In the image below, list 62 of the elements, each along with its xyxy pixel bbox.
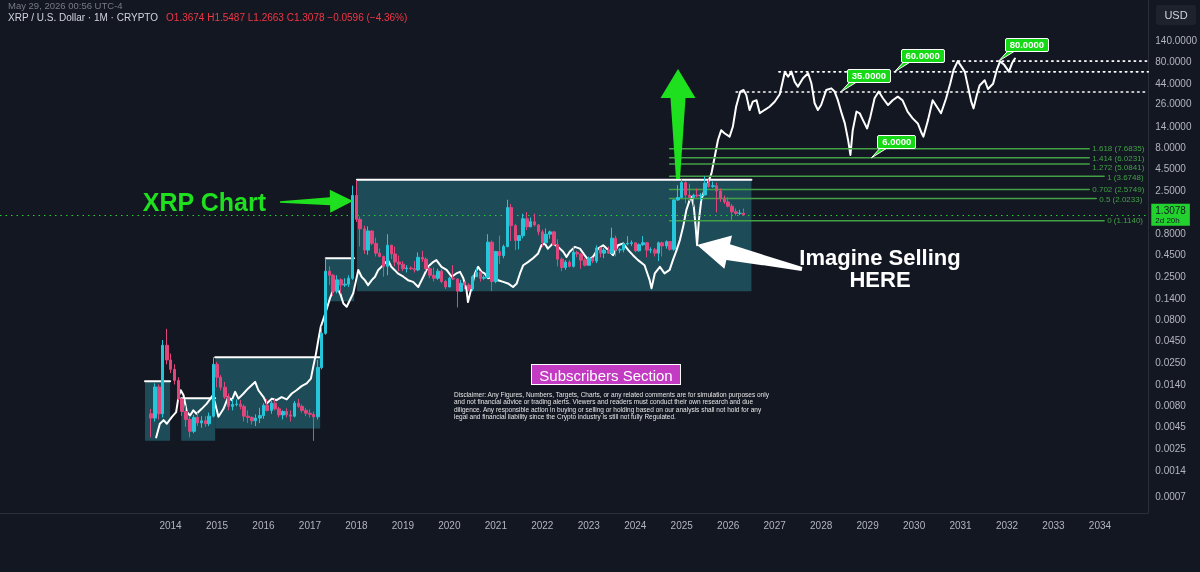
y-tick-label: 4.5000 (1155, 163, 1187, 175)
x-tick-label: 2026 (717, 519, 740, 531)
x-tick-label: 2020 (438, 519, 461, 531)
text: O1.3674 H1.5487 L1.2663 C1.3078 −0.0596 (−4.36%) (166, 12, 408, 23)
y-tick-label: 0.0045 (1155, 421, 1187, 433)
x-tick-label: 2029 (856, 519, 880, 531)
ref-line-label: 1.3078 (1155, 204, 1187, 216)
y-tick-label: 0.0450 (1155, 335, 1187, 347)
y-tick-label: 2.5000 (1155, 185, 1187, 197)
x-tick-label: 2022 (531, 519, 554, 531)
annotation: Subscribers Section (531, 364, 681, 385)
y-tick-label: 0.0800 (1155, 313, 1187, 325)
x-tick-label: 2023 (577, 519, 601, 531)
y-tick-label: 80.0000 (1155, 55, 1192, 67)
x-tick-label: 2016 (252, 519, 276, 531)
x-tick-label: 2019 (391, 519, 415, 531)
series-label: 1.618 (7.6835) (1092, 144, 1145, 154)
series-label: 0 (1.1140) (1107, 216, 1144, 226)
text: 2d 20h (1155, 215, 1180, 225)
x-tick-label: 2033 (1042, 519, 1066, 531)
series-label: 1.414 (6.0231) (1092, 153, 1145, 163)
y-tick-label: 0.4500 (1155, 249, 1187, 261)
x-tick-label: 2032 (995, 519, 1019, 531)
x-tick-label: 2014 (159, 519, 183, 531)
y-tick-label: 8.0000 (1155, 141, 1187, 153)
y-tick-label: 0.8000 (1155, 227, 1187, 239)
x-tick-label: 2024 (624, 519, 647, 531)
x-tick-label: 2015 (205, 519, 229, 531)
x-tick-label: 2017 (298, 519, 322, 531)
annotation: 6.0000 (877, 134, 917, 149)
x-tick-label: 2028 (810, 519, 833, 531)
y-tick-label: 26.0000 (1155, 97, 1192, 109)
annotation: May 29, 2026 00:56 UTC-4 (8, 0, 123, 11)
y-tick-label: 44.0000 (1155, 77, 1192, 89)
y-tick-label: 0.1400 (1155, 292, 1187, 304)
y-tick-label: 140.0000 (1155, 34, 1198, 46)
annotation: Imagine Selling HERE (798, 245, 962, 292)
y-axis-title: USD (1156, 5, 1196, 25)
x-tick-label: 2034 (1088, 519, 1112, 531)
annotation: XRP Chart (142, 187, 266, 218)
y-tick-label: 14.0000 (1155, 120, 1192, 132)
annotation: 80.0000 (1004, 38, 1049, 53)
x-tick-label: 2025 (670, 519, 694, 531)
x-tick-label: 2031 (949, 519, 973, 531)
text: XRP / U.S. Dollar · 1M · CRYPTO (8, 12, 159, 23)
y-tick-label: 0.2500 (1155, 271, 1187, 283)
y-tick-label: 0.0007 (1155, 490, 1187, 502)
series-label: 1.272 (5.0841) (1092, 163, 1145, 173)
series-label: 0.702 (2.5749) (1092, 185, 1145, 195)
y-tick-label: 0.0080 (1155, 399, 1187, 411)
y-tick-label: 0.0025 (1155, 443, 1187, 455)
x-tick-label: 2030 (902, 519, 926, 531)
series-label: 1 (3.6748) (1107, 172, 1144, 182)
y-tick-label: 0.0014 (1155, 465, 1187, 477)
annotation: 60.0000 (900, 48, 945, 63)
y-tick-label: 0.0250 (1155, 357, 1187, 369)
x-tick-label: 2027 (763, 519, 787, 531)
x-tick-label: 2021 (484, 519, 508, 531)
y-tick-label: 0.0140 (1155, 378, 1187, 390)
x-tick-label: 2018 (345, 519, 368, 531)
annotation: 35.0000 (846, 68, 891, 83)
series-label: 0.5 (2.0233) (1099, 194, 1143, 204)
